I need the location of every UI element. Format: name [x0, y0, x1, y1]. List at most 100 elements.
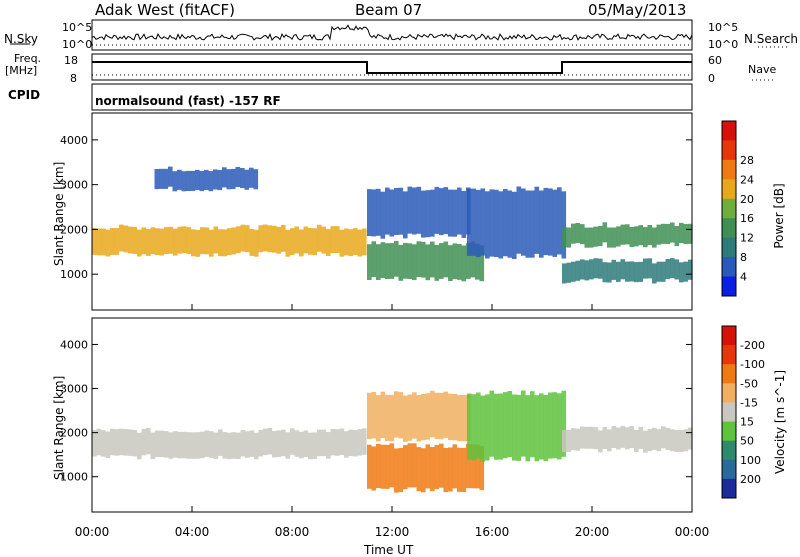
power-band-2-cell — [412, 244, 417, 281]
velocity-colorbar-tick-label: -200 — [740, 339, 765, 352]
velocity-band-0-cell — [294, 430, 300, 457]
velocity-band-1-cell — [457, 447, 462, 492]
power-band-6-cell — [589, 259, 594, 280]
power-band-0-cell — [200, 227, 205, 255]
power-band-5-cell — [566, 227, 572, 248]
velocity-band-0-cell — [348, 429, 354, 457]
power-band-4-cell — [557, 187, 562, 255]
velocity-band-0-cell — [159, 430, 165, 458]
velocity-band-4-cell — [584, 426, 590, 449]
power-band-0-cell — [119, 224, 124, 252]
power-band-1-cell — [213, 169, 218, 190]
power-band-5-cell — [661, 223, 666, 244]
power-colorbar-tick-label: 4 — [740, 271, 747, 284]
velocity-band-3-cell — [552, 392, 558, 459]
power-band-3-cell — [367, 189, 372, 237]
velocity-colorbar-frame — [721, 325, 737, 499]
velocity-band-2-cell — [439, 392, 444, 440]
power-band-0-cell — [159, 228, 165, 256]
power-band-0-cell — [317, 224, 322, 252]
power-band-4-cell — [516, 186, 522, 254]
velocity-band-0-cell — [299, 431, 304, 459]
velocity-ytick-label: 2000 — [60, 427, 88, 440]
freq-unit: [MHz] — [5, 64, 38, 77]
power-band-0-cell — [132, 227, 138, 254]
velocity-band-1-cell — [434, 445, 440, 490]
power-band-6-cell — [634, 262, 639, 283]
velocity-band-3-cell — [521, 390, 526, 457]
velocity-band-4-cell — [589, 426, 594, 449]
velocity-band-1-cell — [461, 447, 467, 492]
power-colorbar-segment — [722, 198, 736, 219]
power-band-3-cell — [394, 188, 399, 235]
velocity-band-4-cell — [580, 426, 585, 449]
power-colorbar-tick-label: 28 — [740, 154, 754, 167]
power-band-5-cell — [575, 223, 581, 244]
power-band-0-cell — [285, 229, 291, 257]
velocity-band-4-cell — [634, 429, 639, 452]
power-band-4-cell — [471, 188, 477, 256]
velocity-band-3-cell — [543, 395, 549, 462]
power-band-6-cell — [616, 261, 621, 282]
freq-panel — [91, 53, 693, 81]
power-band-5-cell — [616, 226, 621, 247]
velocity-band-1-cell — [371, 446, 377, 491]
velocity-band-1-cell — [470, 444, 476, 489]
velocity-band-3-cell — [471, 394, 477, 461]
velocity-band-4-cell — [616, 427, 621, 450]
power-band-0-cell — [357, 229, 363, 257]
velocity-band-0-cell — [245, 431, 250, 458]
velocity-band-0-cell — [177, 431, 183, 459]
cpid-panel — [91, 83, 693, 111]
velocity-colorbar-segment — [722, 383, 736, 403]
power-band-1-cell — [177, 169, 182, 190]
velocity-band-1-cell — [376, 443, 381, 488]
power-band-0-cell — [254, 229, 259, 257]
velocity-colorbar-tick-label: 100 — [740, 454, 761, 467]
power-band-4-cell — [507, 190, 513, 258]
power-band-0-cell — [128, 226, 133, 254]
velocity-band-1-cell — [398, 448, 404, 493]
velocity-band-3-cell — [503, 392, 508, 459]
power-colorbar-segment — [722, 237, 736, 258]
velocity-band-4-cell — [661, 426, 666, 449]
power-band-4-cell — [485, 191, 490, 259]
velocity-band-3-cell — [557, 393, 562, 460]
power-band-0-cell — [186, 227, 192, 255]
freq-trace — [92, 61, 692, 74]
velocity-band-0-cell — [303, 430, 309, 457]
power-band-2-cell — [479, 245, 485, 282]
nave-tick-low: 0 — [708, 72, 715, 85]
velocity-colorbar-tick-label: -100 — [740, 358, 765, 371]
power-band-2-cell — [443, 241, 449, 278]
velocity-band-0-cell — [308, 432, 313, 460]
power-band-3-cell — [430, 189, 435, 237]
velocity-colorbar-segment — [722, 364, 736, 384]
power-band-4-cell — [498, 191, 504, 259]
velocity-band-2-cell — [416, 395, 422, 442]
power-band-4-cell — [489, 189, 495, 257]
power-colorbar-segment — [722, 179, 736, 200]
site-title: Adak West (fitACF) — [95, 1, 235, 19]
velocity-band-1-cell — [479, 446, 485, 491]
velocity-band-3-cell — [530, 391, 535, 458]
velocity-band-4-cell — [620, 425, 626, 448]
power-band-0-cell — [141, 227, 147, 255]
power-band-4-cell — [543, 187, 549, 256]
velocity-band-1-cell — [367, 444, 372, 489]
velocity-colorbar-tick-label: -15 — [740, 396, 758, 409]
velocity-band-0-cell — [240, 430, 246, 457]
velocity-band-2-cell — [403, 395, 408, 442]
power-band-0-cell — [240, 224, 246, 252]
power-band-6-cell — [602, 262, 608, 283]
power-band-6-cell — [643, 258, 648, 279]
velocity-band-4-cell — [611, 426, 617, 448]
velocity-band-0-cell — [249, 430, 255, 457]
power-band-1-cell — [199, 171, 205, 192]
power-band-6-cell — [575, 260, 581, 281]
xtick-label: 20:00 — [575, 525, 610, 539]
freq-tick-low: 8 — [70, 72, 77, 85]
power-band-5-cell — [688, 223, 693, 244]
power-band-2-cell — [430, 241, 435, 278]
velocity-band-0-cell — [150, 432, 156, 459]
